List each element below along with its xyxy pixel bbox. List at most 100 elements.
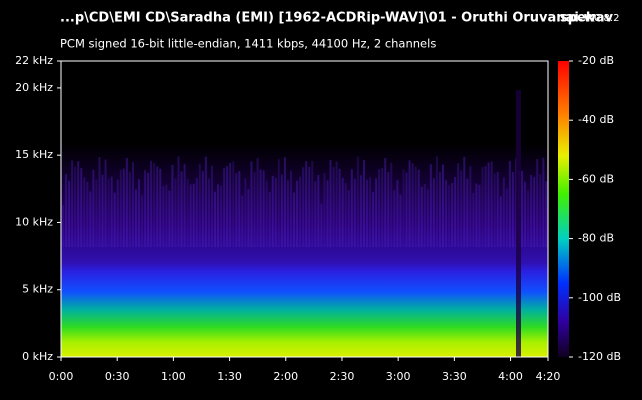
- spectral-streak: [524, 181, 527, 247]
- spectral-streak: [259, 169, 262, 247]
- x-tick-label: 3:30: [442, 370, 467, 383]
- colorbar-tick-label: -80 dB: [578, 232, 614, 245]
- spectral-streak: [204, 156, 207, 247]
- spectral-streak: [147, 172, 150, 247]
- spectral-streak: [150, 160, 153, 247]
- x-tick-label: 4:00: [498, 370, 523, 383]
- spectral-streak: [405, 172, 408, 247]
- y-tick-label: 10 kHz: [15, 215, 53, 228]
- spectral-streak: [113, 192, 116, 247]
- spectral-streak: [128, 171, 131, 247]
- spectral-streak: [445, 180, 448, 247]
- spectral-streak: [429, 164, 432, 247]
- spectral-streak: [280, 174, 283, 247]
- spectral-streak: [265, 180, 268, 247]
- spectral-streak: [77, 161, 80, 247]
- spectral-streak: [92, 169, 95, 247]
- spectral-streak: [171, 164, 174, 247]
- x-tick-label: 2:00: [273, 370, 298, 383]
- spectral-streak: [268, 191, 271, 247]
- spectral-streak: [131, 162, 134, 247]
- spectral-streak: [293, 192, 296, 247]
- spectral-streak: [384, 158, 387, 247]
- spectral-streak: [457, 163, 460, 247]
- spectral-streak: [247, 189, 250, 247]
- x-tick-label: 3:00: [386, 370, 411, 383]
- spectral-streak: [438, 172, 441, 247]
- spectral-streak: [475, 183, 478, 247]
- spectral-streak: [408, 160, 411, 247]
- spectral-streak: [159, 168, 162, 247]
- spectral-streak: [296, 180, 299, 247]
- spectral-streak: [502, 177, 505, 247]
- spectral-streak: [390, 162, 393, 247]
- spectral-streak: [286, 180, 289, 247]
- spectral-streak: [62, 205, 64, 247]
- app-name: spek: [560, 11, 595, 26]
- spectral-streak: [402, 169, 405, 247]
- spectral-streak: [262, 170, 265, 247]
- spectral-streak: [332, 166, 335, 247]
- spectral-streak: [192, 183, 195, 247]
- spectral-streak: [220, 185, 223, 247]
- spectral-streak: [116, 179, 119, 247]
- spectral-streak: [244, 178, 247, 247]
- spectral-streak: [162, 186, 165, 247]
- spectral-streak: [101, 174, 104, 247]
- spectral-streak: [372, 191, 375, 247]
- spectral-streak: [508, 160, 511, 247]
- spectral-streak: [545, 181, 548, 247]
- spectral-streak: [183, 164, 186, 247]
- colorbar-tick-label: -60 dB: [578, 172, 614, 185]
- spectral-streak: [417, 169, 420, 247]
- spectral-streak: [411, 163, 414, 247]
- spectral-streak: [505, 188, 508, 247]
- spectral-streak: [65, 174, 68, 247]
- spectral-streak: [241, 195, 244, 247]
- spectral-streak: [329, 159, 332, 247]
- spectral-streak: [229, 162, 232, 247]
- spectral-streak: [487, 162, 490, 247]
- spectral-streak: [514, 157, 517, 247]
- spectral-streak: [420, 186, 423, 247]
- spectral-streak: [539, 174, 542, 247]
- y-tick-label: 5 kHz: [22, 283, 53, 296]
- spectral-streak: [235, 173, 238, 247]
- y-tick-label: 15 kHz: [15, 148, 53, 161]
- y-tick-label: 22 kHz: [15, 54, 53, 67]
- spectral-streak: [125, 157, 128, 247]
- spectral-streak: [423, 183, 426, 247]
- colorbar-tick-label: -100 dB: [578, 291, 621, 304]
- spectral-streak: [399, 194, 402, 247]
- spectral-streak: [68, 180, 71, 247]
- spectral-streak: [378, 169, 381, 247]
- color-bar: [558, 61, 569, 357]
- spectral-streak: [362, 159, 365, 247]
- spectral-streak: [317, 174, 320, 247]
- spectral-streak: [186, 179, 189, 247]
- colorbar-tick-label: -120 dB: [578, 350, 621, 363]
- spectral-streak: [71, 160, 74, 247]
- spectral-streak: [463, 156, 466, 247]
- spectral-streak: [366, 179, 368, 247]
- spectral-streak: [353, 178, 356, 247]
- spectral-streak: [201, 170, 204, 247]
- spectral-streak: [341, 177, 344, 247]
- spectral-streak: [138, 179, 140, 247]
- spectral-streak: [95, 179, 98, 247]
- spectral-streak: [156, 166, 159, 247]
- plot-frame: [60, 60, 549, 358]
- spectral-streak: [454, 176, 457, 247]
- spectral-streak: [426, 189, 429, 247]
- spectral-streak: [369, 177, 372, 247]
- spectral-streak: [168, 190, 171, 247]
- colorbar-tick-label: -40 dB: [578, 113, 614, 126]
- spectral-streak: [326, 180, 329, 247]
- spectral-streak: [74, 166, 77, 247]
- spectral-streak: [338, 168, 341, 247]
- spectral-streak: [460, 170, 463, 247]
- spectral-streak: [493, 173, 496, 247]
- spectral-streak: [89, 191, 92, 247]
- spectral-streak: [472, 192, 475, 247]
